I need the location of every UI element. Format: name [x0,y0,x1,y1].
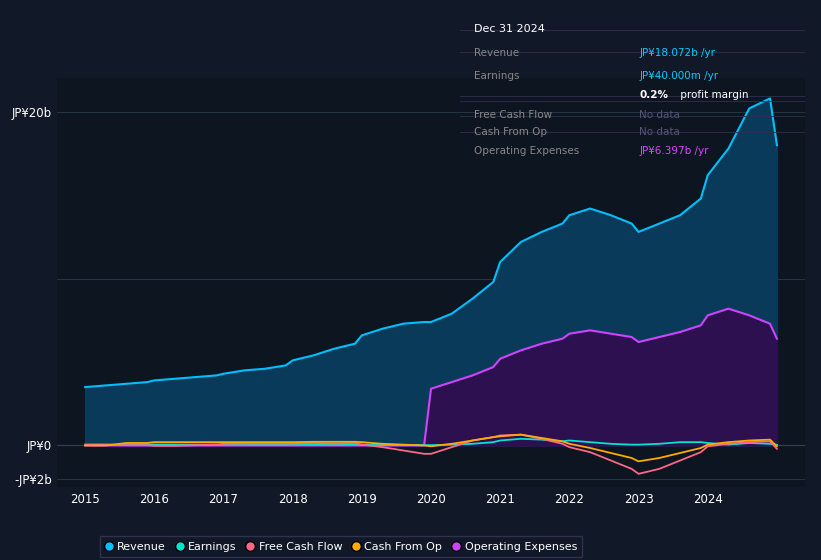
Text: JP¥40.000m /yr: JP¥40.000m /yr [640,71,718,81]
Text: Free Cash Flow: Free Cash Flow [474,110,552,120]
Legend: Revenue, Earnings, Free Cash Flow, Cash From Op, Operating Expenses: Revenue, Earnings, Free Cash Flow, Cash … [100,536,582,557]
Text: Dec 31 2024: Dec 31 2024 [474,25,544,35]
Text: 0.2%: 0.2% [640,90,668,100]
Text: profit margin: profit margin [677,90,749,100]
Text: JP¥18.072b /yr: JP¥18.072b /yr [640,48,715,58]
Text: Cash From Op: Cash From Op [474,128,547,137]
Text: Earnings: Earnings [474,71,520,81]
Text: Revenue: Revenue [474,48,519,58]
Text: Operating Expenses: Operating Expenses [474,146,579,156]
Text: No data: No data [640,128,681,137]
Text: No data: No data [640,110,681,120]
Text: JP¥6.397b /yr: JP¥6.397b /yr [640,146,709,156]
